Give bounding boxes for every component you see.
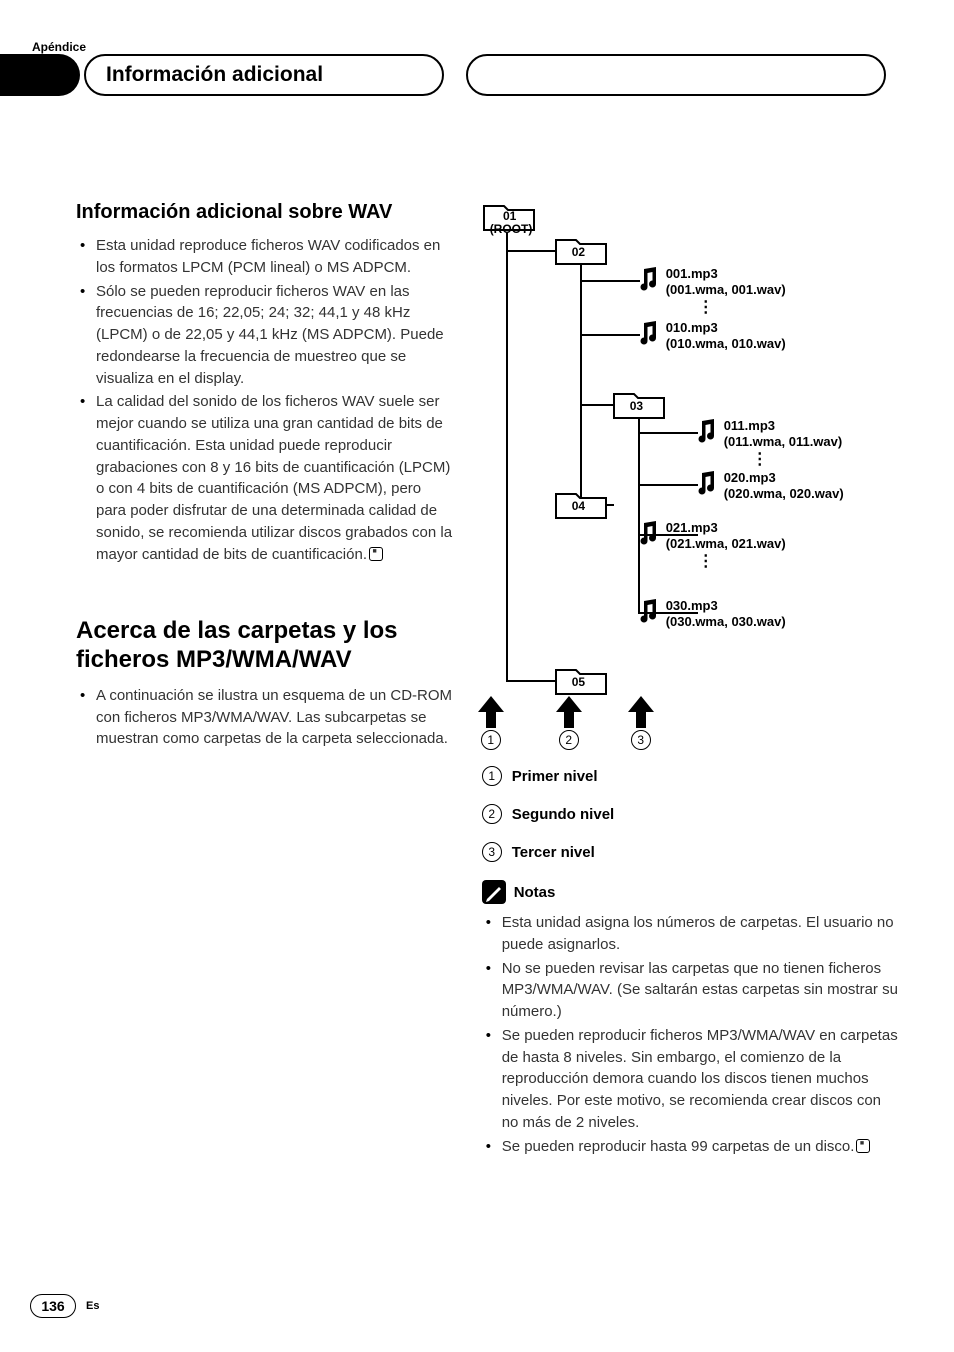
header-bubble-right [466, 54, 886, 96]
pencil-icon [482, 880, 506, 904]
legend-text: Tercer nivel [512, 844, 595, 861]
music-icon [638, 266, 660, 294]
file-row: 021.mp3(021.wma, 021.wav) [638, 520, 786, 551]
file-row: 020.mp3(020.wma, 020.wav) [696, 470, 844, 501]
circled-3: 3 [631, 730, 651, 750]
music-icon [638, 520, 660, 548]
wav-bullets: Esta unidad reproduce ficheros WAV codif… [76, 235, 454, 565]
music-icon [696, 470, 718, 498]
wav-item: Sólo se pueden reproducir ficheros WAV e… [76, 281, 454, 390]
folder-tree-diagram: 01(ROOT) 02 001.mp3(001.wma, 001.wav) ⋮ … [482, 200, 898, 730]
notes-bullets: Esta unidad asigna los números de carpet… [482, 912, 898, 1157]
header-title: Información adicional [84, 54, 444, 96]
arrow-up-icon [626, 694, 656, 730]
wav-heading: Información adicional sobre WAV [76, 200, 454, 225]
folder-02-label: 02 [572, 246, 585, 259]
notes-title: Notas [514, 884, 556, 901]
file-row: 011.mp3(011.wma, 011.wav) [696, 418, 843, 449]
header-black-tab [0, 54, 80, 96]
page-lang: Es [86, 1300, 99, 1312]
vdots-icon: ⋮ [698, 558, 714, 566]
file-row: 010.mp3(010.wma, 010.wav) [638, 320, 786, 351]
notes-item: No se pueden revisar las carpetas que no… [482, 958, 898, 1023]
end-mark-icon [369, 547, 383, 561]
folders-item: A continuación se ilustra un esquema de … [76, 685, 454, 750]
legend-row-3: 3 Tercer nivel [482, 842, 898, 862]
legend-row-2: 2 Segundo nivel [482, 804, 898, 824]
page-number: 136 [30, 1294, 76, 1318]
legend-text: Primer nivel [512, 768, 598, 785]
music-icon [638, 320, 660, 348]
music-icon [696, 418, 718, 446]
circled-2-icon: 2 [482, 804, 502, 824]
file-row: 030.mp3(030.wma, 030.wav) [638, 598, 786, 629]
folders-heading: Acerca de las carpetas y los ficheros MP… [76, 617, 454, 675]
folder-03-label: 03 [630, 400, 643, 413]
notes-item: Esta unidad asigna los números de carpet… [482, 912, 898, 956]
wav-item: Esta unidad reproduce ficheros WAV codif… [76, 235, 454, 279]
folders-bullets: A continuación se ilustra un esquema de … [76, 685, 454, 750]
end-mark-icon [856, 1139, 870, 1153]
page-footer: 136 Es [30, 1294, 99, 1318]
music-icon [638, 598, 660, 626]
arrow-up-icon [476, 694, 506, 730]
legend-text: Segundo nivel [512, 806, 615, 823]
wav-item: La calidad del sonido de los ficheros WA… [76, 391, 454, 565]
folder-root-label: 01(ROOT) [490, 210, 530, 236]
right-column: 01(ROOT) 02 001.mp3(001.wma, 001.wav) ⋮ … [482, 200, 898, 1159]
left-column: Información adicional sobre WAV Esta uni… [36, 200, 454, 1159]
vdots-icon: ⋮ [698, 304, 714, 312]
notes-item: Se pueden reproducir ficheros MP3/WMA/WA… [482, 1025, 898, 1134]
legend-row-1: 1 Primer nivel [482, 766, 898, 786]
file-row: 001.mp3(001.wma, 001.wav) [638, 266, 786, 297]
circled-2: 2 [559, 730, 579, 750]
vdots-icon: ⋮ [752, 456, 768, 464]
page-header: Apéndice Información adicional [36, 40, 898, 100]
folder-05-label: 05 [572, 676, 585, 689]
appendix-label: Apéndice [32, 40, 86, 54]
circled-3-icon: 3 [482, 842, 502, 862]
circled-1-icon: 1 [482, 766, 502, 786]
folder-04-label: 04 [572, 500, 585, 513]
circled-1: 1 [481, 730, 501, 750]
notes-header: Notas [482, 880, 898, 904]
arrow-up-icon [554, 694, 584, 730]
notes-item: Se pueden reproducir hasta 99 carpetas d… [482, 1136, 898, 1158]
